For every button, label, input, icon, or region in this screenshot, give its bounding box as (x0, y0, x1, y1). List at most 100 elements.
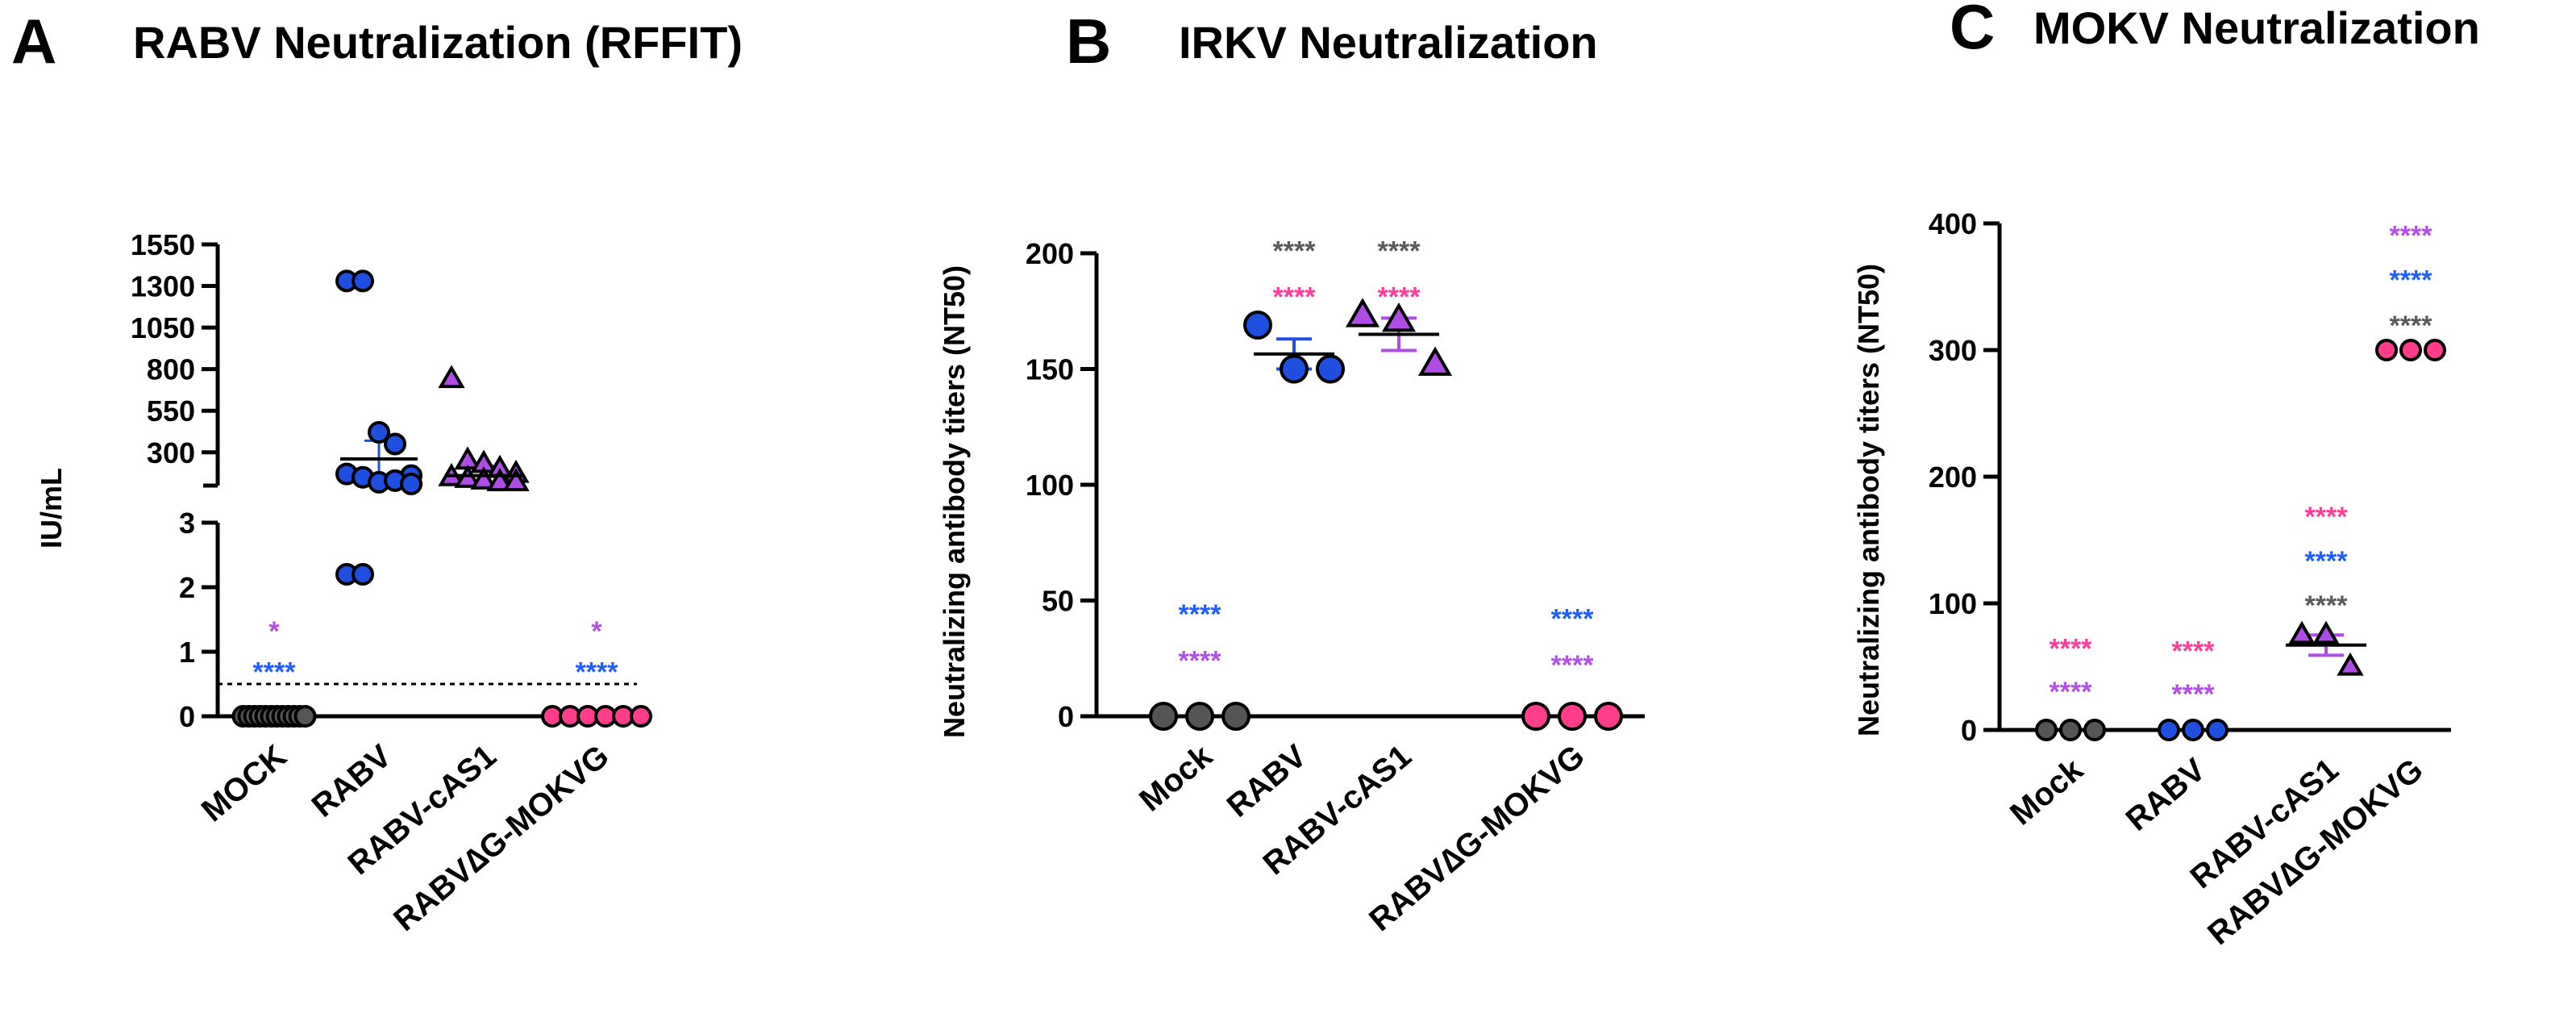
plot-c-sig-3: **** (2172, 679, 2216, 710)
plot-b-series-mock (1149, 702, 1251, 731)
plot-b-sig-5: **** (1378, 282, 1421, 313)
plot-b-y-tick-label-200: 200 (1026, 237, 1074, 270)
plot-b-sig-0: **** (1179, 599, 1222, 630)
plot-a-series-mock (231, 705, 317, 728)
plot-a-point-mock-11 (293, 705, 317, 728)
plot-c-sig-8: **** (2390, 265, 2433, 296)
plot-a-point-rabv-1 (352, 269, 374, 293)
plot-c-point-rabv-cas1-2 (2337, 652, 2364, 676)
plot-b-x-label-mock: Mock (1133, 738, 1219, 819)
plot-a-sig-1: **** (253, 657, 297, 687)
plot-a-series-rabv-cas1 (438, 365, 530, 491)
plot-c-series-mock (2035, 719, 2106, 741)
plot-c-y-tick-label-400: 400 (1929, 207, 1977, 240)
plot-c-sig-6: **** (2305, 590, 2349, 621)
panel-b: B IRKV Neutralization Neutralizing antib… (938, 6, 1645, 938)
plot-a-y-tick-label-upper-800: 800 (147, 353, 195, 386)
plot-c-series-rabv (2158, 719, 2229, 741)
plot-b-series-rabv-g-mokvg (1521, 702, 1623, 731)
plot-c-sig-1: **** (2050, 677, 2093, 707)
plot-a-point-rabv-cas1-8 (486, 468, 514, 491)
plot-a-y-tick-label-lower-3: 3 (179, 507, 195, 540)
plot-a-series-rabv (335, 269, 422, 586)
plot-a-y-tick-label-upper-300: 300 (147, 436, 195, 469)
plot-c-y-tick-label-300: 300 (1929, 334, 1977, 367)
plot-b-y-tick-label-100: 100 (1026, 469, 1074, 502)
plot-a-x-label-rabv: RABV (306, 738, 398, 824)
plot-b-y-tick-label-150: 150 (1026, 353, 1074, 386)
plot-b-point-rabv-1 (1280, 354, 1309, 384)
plot-c-point-rabv-cas1-0 (2288, 620, 2316, 644)
plot-c-sig-7: **** (2390, 221, 2433, 252)
plot-b-point-mock-1 (1185, 702, 1214, 731)
plot-b-point-rabv-g-mokvg-0 (1521, 702, 1550, 731)
panel-a: A RABV Neutralization (RFFIT) IU/mL 0 1 2 3… (11, 6, 743, 938)
plot-c-point-rabv-g-mokvg-1 (2399, 339, 2422, 361)
plot-a-sig-0: * (268, 616, 280, 647)
plot-c-point-rabv-cas1-1 (2312, 620, 2340, 644)
plot-a-point-rabv-3 (384, 432, 406, 456)
plot-a-point-rabv-cas1-7 (470, 466, 497, 490)
panel-a-ylabel: IU/mL (35, 468, 68, 548)
plot-b-sig-7: **** (1551, 650, 1595, 681)
plot-b-point-mock-2 (1221, 702, 1251, 731)
plot-b-series-rabv-cas1 (1345, 298, 1453, 376)
plot-a-x-label-mock: MOCK (195, 738, 293, 828)
plot-a-y-tick-label-lower-1: 1 (179, 636, 195, 669)
panel-a-letter: A (11, 6, 56, 77)
plot-c-sig-4: **** (2305, 502, 2349, 532)
plot-c-x-label-mock: Mock (2004, 752, 2090, 832)
plot-a-point-rabv-g-mokvg-5 (630, 705, 652, 728)
plot-b-point-rabv-g-mokvg-2 (1594, 702, 1623, 731)
plot-a-y-tick-label-lower-2: 2 (179, 571, 195, 604)
plot-b-point-rabv-g-mokvg-1 (1558, 702, 1587, 731)
plot-a-point-rabv-11 (352, 563, 374, 586)
panel-b-ylabel: Neutralizing antibody titers (NT50) (938, 265, 971, 738)
panel-a-title: RABV Neutralization (RFFIT) (133, 17, 743, 68)
panel-b-letter: B (1066, 6, 1111, 77)
panel-c-title: MOKV Neutralization (2033, 2, 2480, 53)
plot-c-sig-9: **** (2390, 311, 2433, 341)
panel-b-title: IRKV Neutralization (1179, 17, 1598, 68)
plot-a-point-rabv-9 (400, 472, 422, 495)
plot-b-sig-6: **** (1551, 604, 1595, 635)
plot-c-y-tick-label-200: 200 (1929, 461, 1977, 494)
panel-c-ylabel: Neutralizing antibody titers (NT50) (1852, 264, 1885, 736)
plot-b-point-mock-0 (1149, 702, 1178, 731)
plot-c-point-rabv-g-mokvg-2 (2424, 339, 2446, 361)
plot-a-x-label-rabv-g-mokvg: RABV∆G-MOKVG (387, 738, 616, 938)
plot-c-sig-0: **** (2050, 633, 2093, 664)
plot-b-point-rabv-2 (1316, 354, 1345, 384)
plot-a-sig-3: **** (576, 657, 619, 687)
plot-c-point-mock-2 (2083, 719, 2106, 741)
plot-b-sig-2: **** (1273, 236, 1317, 266)
plot-b-point-rabv-0 (1243, 310, 1272, 340)
plot-a-point-rabv-cas1-9 (502, 468, 530, 491)
panel-c: C MOKV Neutralization Neutralizing antib… (1852, 0, 2480, 952)
plot-a-y-tick-label-upper-1050: 1050 (131, 311, 195, 344)
plot-a-series-rabv-g-mokvg (541, 705, 652, 728)
plot-a-y-tick-label-lower-0: 0 (179, 700, 195, 733)
plot-c-sig-5: **** (2305, 546, 2349, 577)
plot-c-series-rabv-g-mokvg (2375, 339, 2446, 361)
plot-b-x-label-rabv: RABV (1221, 738, 1313, 824)
plot-c-point-rabv-0 (2158, 719, 2180, 741)
plot-a-point-rabv-2 (368, 421, 390, 444)
plot-a-sig-2: * (591, 616, 602, 647)
panel-c-letter: C (1950, 0, 1995, 62)
plot-c-y-tick-label-0: 0 (1961, 714, 1977, 747)
plot-b-point-rabv-cas1-0 (1345, 298, 1380, 327)
plot-a-point-rabv-cas1-0 (438, 365, 465, 389)
plot-c-point-mock-0 (2035, 719, 2058, 741)
plot-b-y-tick-label-0: 0 (1058, 700, 1074, 733)
plot-b-point-rabv-cas1-2 (1417, 346, 1453, 376)
plot-c-point-rabv-2 (2206, 719, 2229, 741)
plot-a-y-tick-label-upper-550: 550 (147, 394, 195, 428)
plot-c-point-rabv-g-mokvg-0 (2375, 339, 2398, 361)
plot-b-sig-1: **** (1179, 645, 1222, 676)
plot-c-point-mock-1 (2059, 719, 2082, 741)
